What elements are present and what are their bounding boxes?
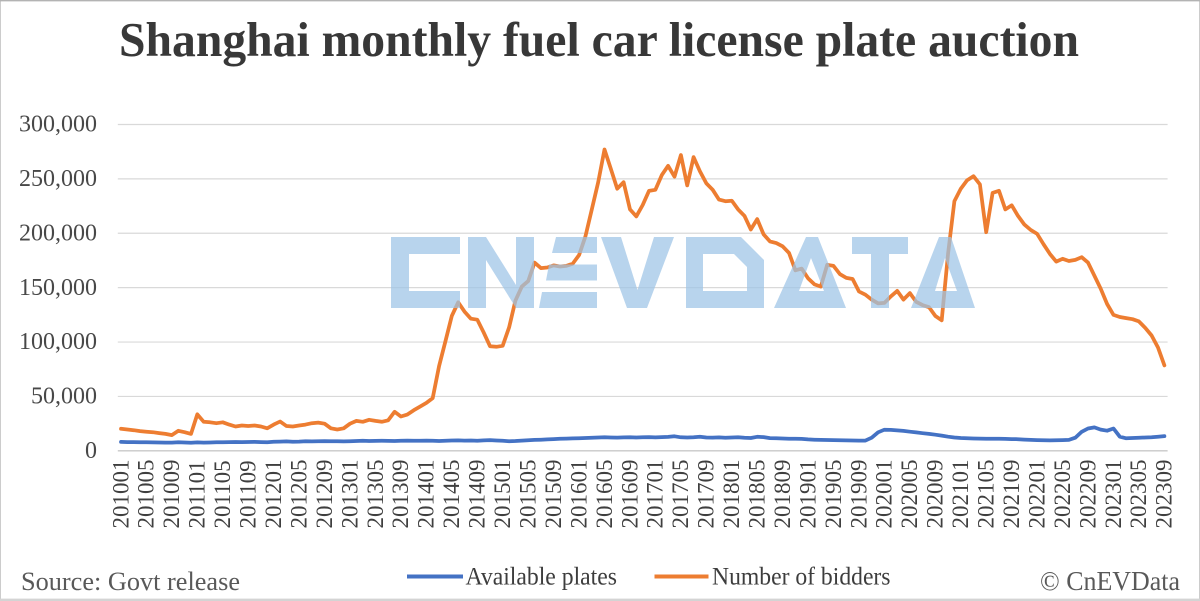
svg-text:300,000: 300,000 [19,112,97,138]
svg-text:201605: 201605 [592,460,617,529]
svg-text:201105: 201105 [210,460,235,528]
svg-text:201101: 201101 [185,460,210,528]
svg-text:201809: 201809 [770,460,795,529]
svg-text:201705: 201705 [668,460,693,529]
svg-text:202101: 202101 [948,460,973,529]
svg-text:202201: 202201 [1024,460,1049,529]
svg-text:201501: 201501 [490,460,515,529]
svg-text:Available plates: Available plates [466,564,618,591]
svg-text:201805: 201805 [745,460,770,529]
svg-text:202005: 202005 [897,460,922,529]
svg-text:201801: 201801 [719,460,744,529]
svg-text:201409: 201409 [465,460,490,529]
svg-text:201405: 201405 [439,460,464,529]
svg-text:202205: 202205 [1050,460,1075,529]
svg-text:201205: 201205 [286,460,311,529]
svg-text:Shanghai monthly fuel car lice: Shanghai monthly fuel car license plate … [119,12,1079,67]
svg-text:201701: 201701 [643,460,668,529]
svg-text:0: 0 [85,438,97,464]
svg-text:Number of bidders: Number of bidders [712,564,891,591]
svg-text:201001: 201001 [108,460,133,529]
svg-text:201709: 201709 [694,460,719,529]
svg-text:202209: 202209 [1075,460,1100,529]
svg-text:202301: 202301 [1101,460,1126,529]
svg-text:201509: 201509 [541,460,566,529]
svg-text:201601: 201601 [566,460,591,529]
svg-text:201005: 201005 [134,460,159,529]
svg-text:202309: 202309 [1152,460,1177,529]
svg-text:50,000: 50,000 [31,384,97,410]
svg-text:100,000: 100,000 [19,329,97,355]
svg-text:201109: 201109 [236,460,261,528]
svg-text:201909: 201909 [846,460,871,529]
svg-text:202009: 202009 [923,460,948,529]
svg-text:201901: 201901 [795,460,820,529]
svg-text:201301: 201301 [337,460,362,529]
svg-text:201209: 201209 [312,460,337,529]
svg-text:202109: 202109 [999,460,1024,529]
svg-text:200,000: 200,000 [19,220,97,246]
svg-text:202305: 202305 [1126,460,1151,529]
svg-text:201309: 201309 [388,460,413,529]
svg-text:150,000: 150,000 [19,275,97,301]
svg-text:202105: 202105 [974,460,999,529]
svg-text:202001: 202001 [872,460,897,529]
svg-text:201505: 201505 [516,460,541,529]
svg-text:© CnEVData: © CnEVData [1040,566,1180,596]
svg-text:201401: 201401 [414,460,439,529]
svg-text:201201: 201201 [261,460,286,529]
svg-text:201305: 201305 [363,460,388,529]
svg-text:201905: 201905 [821,460,846,529]
svg-text:201009: 201009 [159,460,184,529]
svg-text:201609: 201609 [617,460,642,529]
svg-text:250,000: 250,000 [19,166,97,192]
svg-text:Source: Govt release: Source: Govt release [21,567,240,596]
